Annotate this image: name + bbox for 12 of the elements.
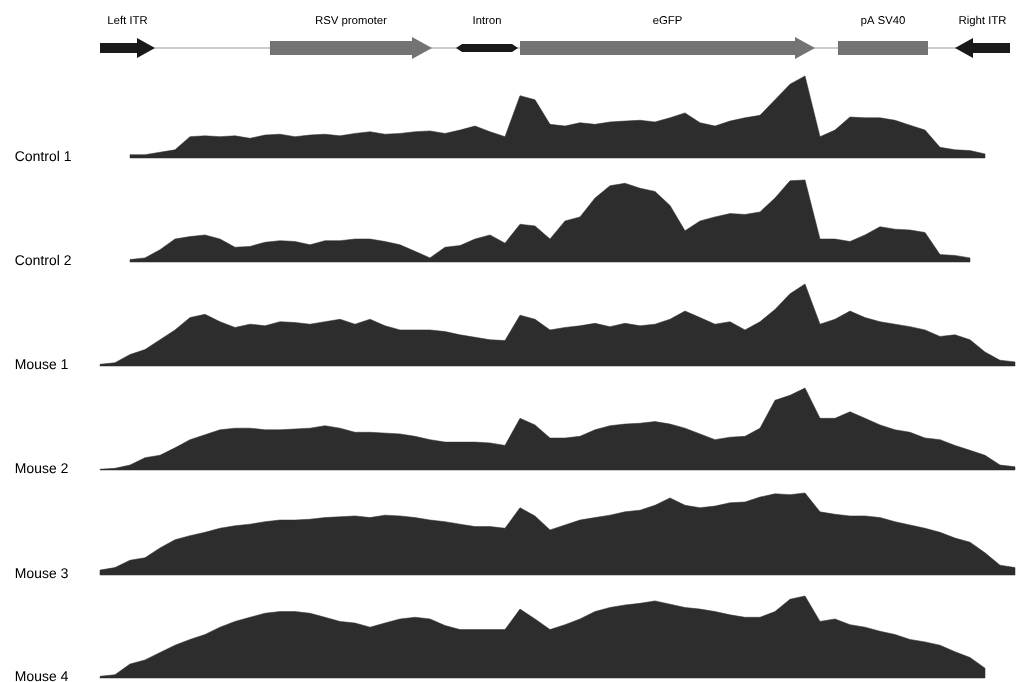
text: pA SV40	[861, 16, 905, 27]
y-axis-title: Control 2	[15, 254, 71, 266]
y-axis-title: Mouse 4	[15, 671, 68, 682]
text: Left ITR	[108, 15, 148, 25]
y-axis-title: Control 1	[15, 150, 71, 162]
text: Intron	[473, 16, 501, 25]
text: RSV promoter	[316, 16, 387, 27]
y-axis-title: Mouse 2	[15, 463, 68, 474]
text: eGFP	[653, 16, 682, 25]
text: Right ITR	[959, 15, 1006, 27]
y-axis-title: Mouse 3	[15, 568, 68, 579]
y-axis-title: Mouse 1	[15, 359, 68, 370]
